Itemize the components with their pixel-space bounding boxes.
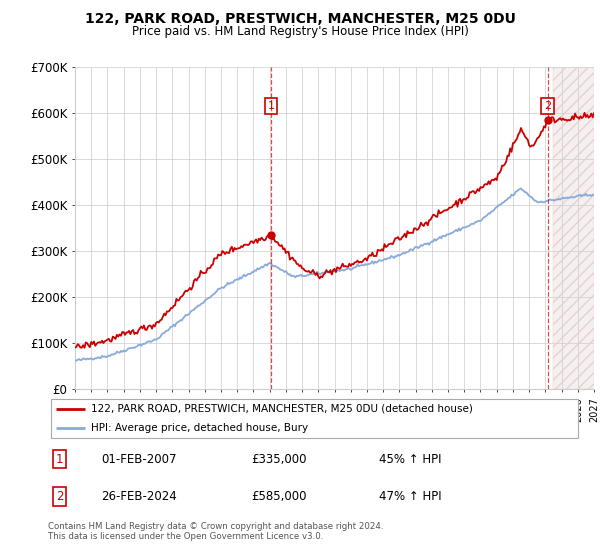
Text: 26-FEB-2024: 26-FEB-2024: [101, 491, 177, 503]
Text: 01-FEB-2007: 01-FEB-2007: [101, 452, 177, 465]
Text: 47% ↑ HPI: 47% ↑ HPI: [379, 491, 442, 503]
Text: 2: 2: [56, 491, 64, 503]
Text: 122, PARK ROAD, PRESTWICH, MANCHESTER, M25 0DU: 122, PARK ROAD, PRESTWICH, MANCHESTER, M…: [85, 12, 515, 26]
Text: £335,000: £335,000: [251, 452, 307, 465]
Text: 2: 2: [544, 101, 551, 111]
Text: 1: 1: [56, 452, 64, 465]
Text: £585,000: £585,000: [251, 491, 307, 503]
Text: Contains HM Land Registry data © Crown copyright and database right 2024.
This d: Contains HM Land Registry data © Crown c…: [48, 522, 383, 542]
FancyBboxPatch shape: [50, 399, 578, 438]
Text: Price paid vs. HM Land Registry's House Price Index (HPI): Price paid vs. HM Land Registry's House …: [131, 25, 469, 38]
Text: 45% ↑ HPI: 45% ↑ HPI: [379, 452, 442, 465]
Bar: [553, 67, 594, 389]
Bar: [553, 67, 594, 389]
Text: 122, PARK ROAD, PRESTWICH, MANCHESTER, M25 0DU (detached house): 122, PARK ROAD, PRESTWICH, MANCHESTER, M…: [91, 404, 473, 414]
Text: 1: 1: [268, 101, 274, 111]
Text: HPI: Average price, detached house, Bury: HPI: Average price, detached house, Bury: [91, 423, 308, 433]
